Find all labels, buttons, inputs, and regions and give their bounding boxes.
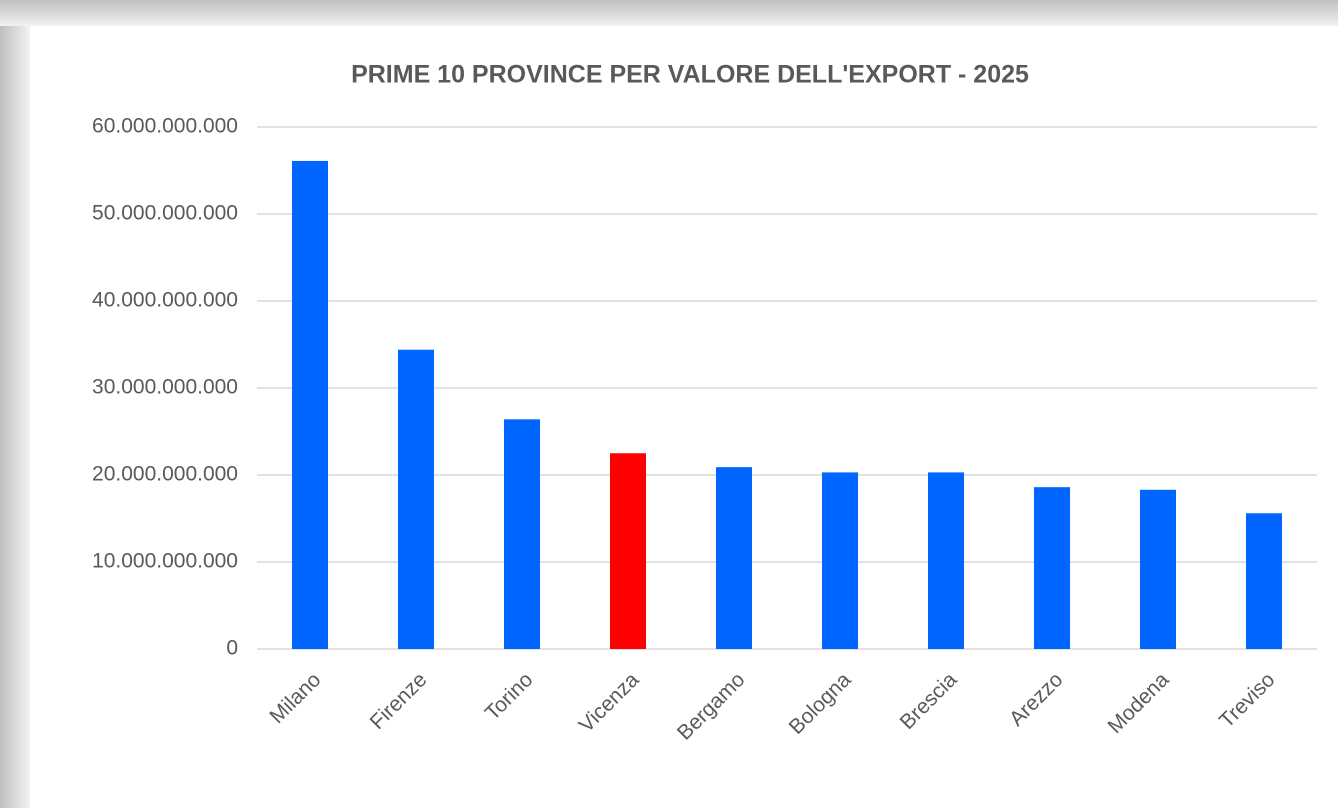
bar [927,472,965,649]
bar [397,349,435,649]
y-tick-label: 30.000.000.000 [92,376,238,399]
y-tick-label: 10.000.000.000 [92,550,238,573]
bar [503,419,541,649]
frame-shadow [0,0,30,808]
bar [715,467,753,649]
y-tick-label: 20.000.000.000 [92,463,238,486]
y-tick-label: 40.000.000.000 [92,289,238,312]
frame-shadow [0,0,1338,26]
y-tick-label: 60.000.000.000 [92,115,238,138]
bar [291,160,329,649]
y-tick-label: 50.000.000.000 [92,202,238,225]
chart-title: PRIME 10 PROVINCE PER VALORE DELL'EXPORT… [351,61,1029,89]
y-tick-label: 0 [226,637,238,660]
bar [609,453,647,649]
bar [1033,487,1071,649]
bar [1245,513,1283,649]
bar [1139,489,1177,649]
chart-area [30,26,1338,808]
bar [821,472,859,649]
